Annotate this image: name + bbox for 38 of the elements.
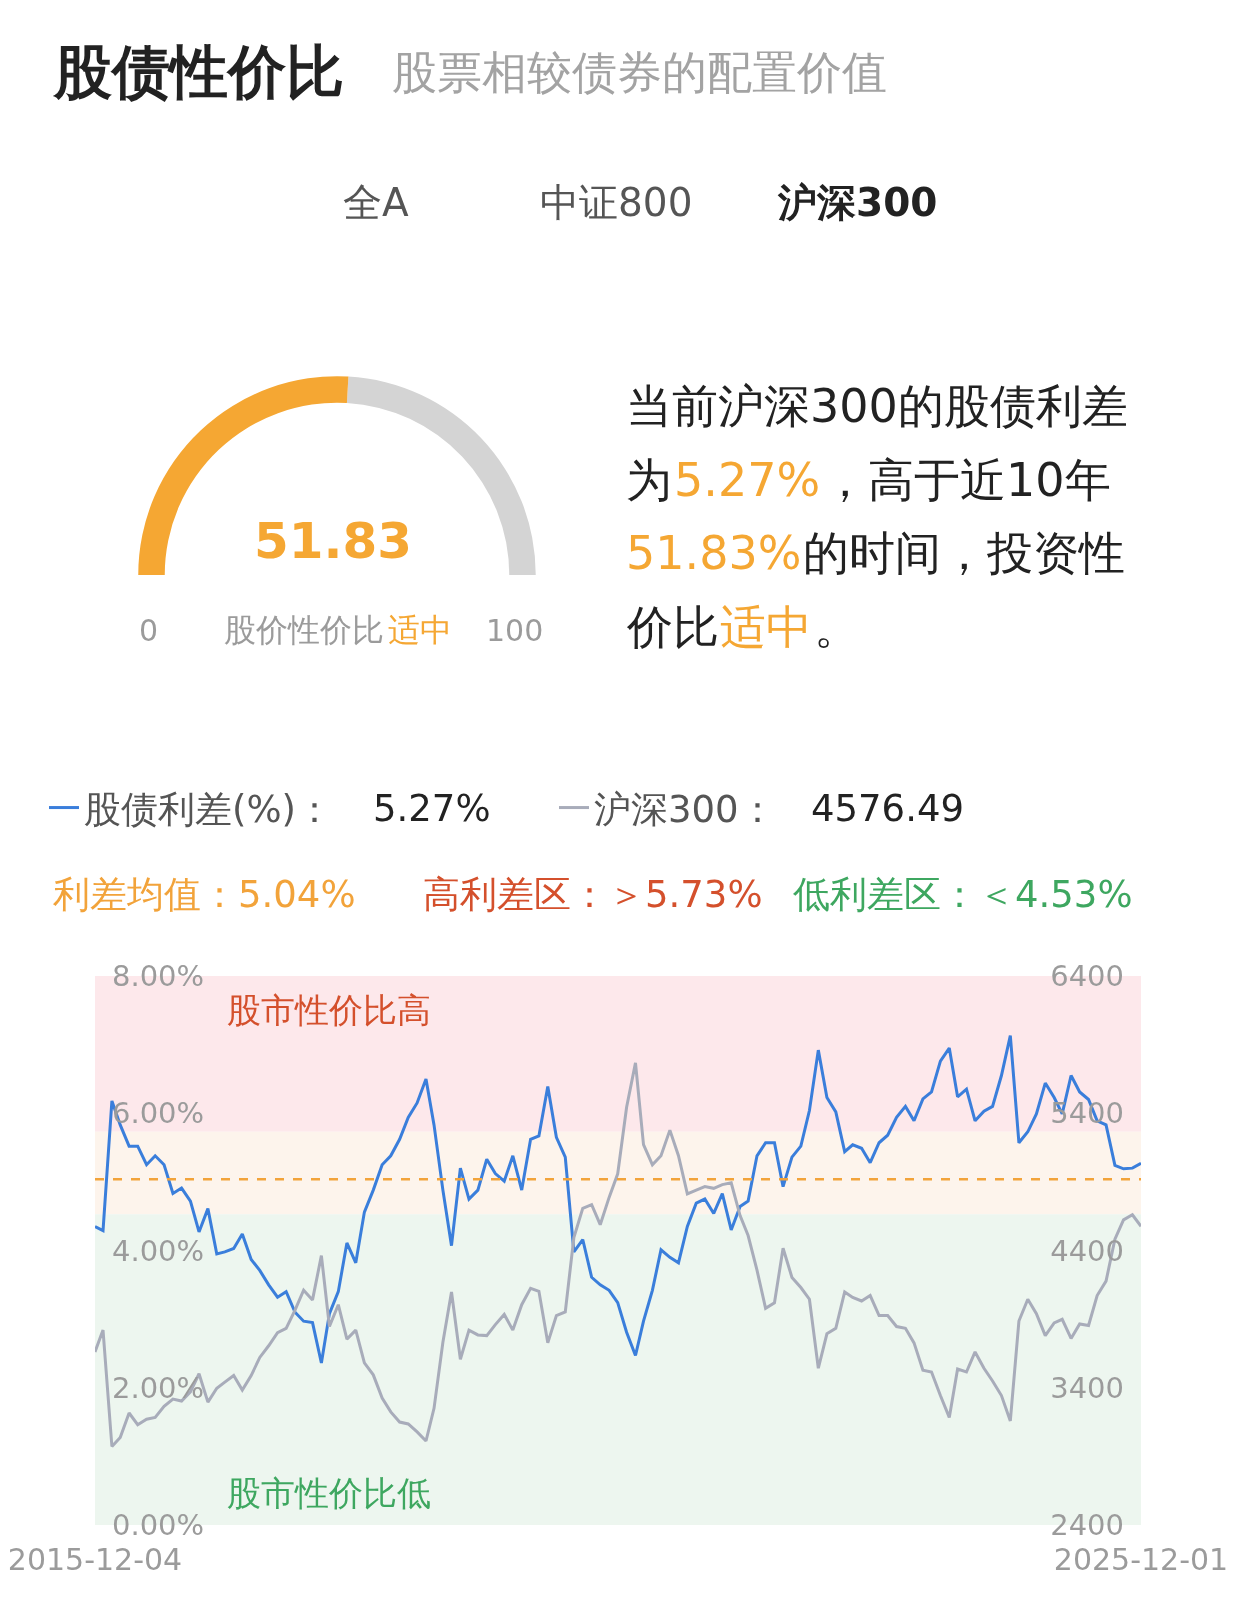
ref-line-label: 利差均值：5.04% [53,873,356,916]
text: 5.27% [674,453,821,507]
band-label: 股市性价比低 [227,1473,431,1513]
text: 股票相较债券的配置价值 [392,46,887,99]
chart-title: 股债性价比 [52,38,344,106]
text: 。 [814,600,860,654]
text: 0 [139,613,159,648]
y-tick-label: 0.00% [112,1508,205,1543]
line-series [95,1034,1141,1365]
x-tick-label: 2015-12-04 [7,1542,183,1577]
y2-tick-label: 3400 [1050,1370,1124,1405]
y-tick-label: 4.00% [112,1233,205,1268]
text: 适中 [720,600,812,654]
x-tick-label: 2025-12-01 [1053,1542,1229,1577]
text: 股价性价比 [224,611,384,649]
text: 5.27% [373,787,491,830]
y2-tick-label: 2400 [1050,1508,1124,1543]
text: 适中 [388,611,452,649]
text: 4576.49 [811,787,965,830]
text: 全A [343,180,409,225]
text: 当前沪深300的股债利差 [626,379,1128,433]
data-label: 51.83 [254,512,413,570]
text: ，高于近10年 [822,453,1111,507]
y2-tick-label: 6400 [1050,959,1124,994]
text: 高利差区：＞5.73% [423,873,763,916]
text: 为 [626,453,672,507]
text: 的时间，投资性 [803,526,1125,580]
text: 中证800 [540,180,693,225]
text: 低利差区：＜4.53% [793,873,1133,916]
band-label: 股市性价比高 [227,990,431,1030]
y-tick-label: 8.00% [112,959,205,994]
text: 价比 [626,600,719,654]
legend-label: 沪深300： [594,787,776,831]
legend-label: 股债利差(%)： [84,787,334,831]
text: 沪深300 [777,180,938,225]
text: 51.83% [626,526,802,580]
line-series [95,1061,1141,1448]
text: 100 [486,613,544,648]
